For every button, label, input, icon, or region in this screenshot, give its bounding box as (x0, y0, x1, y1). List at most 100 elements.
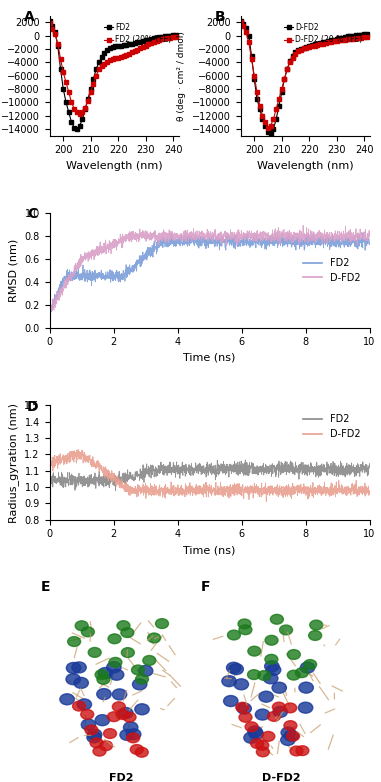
Ellipse shape (287, 650, 300, 659)
X-axis label: Time (ns): Time (ns) (183, 545, 236, 555)
Ellipse shape (99, 741, 112, 751)
Y-axis label: Radius_gyration (nm): Radius_gyration (nm) (8, 403, 19, 522)
Ellipse shape (266, 665, 281, 676)
Ellipse shape (155, 619, 168, 629)
Ellipse shape (138, 665, 153, 676)
Ellipse shape (280, 625, 293, 635)
Ellipse shape (300, 662, 315, 673)
Ellipse shape (123, 722, 138, 733)
Ellipse shape (264, 673, 278, 683)
Ellipse shape (234, 679, 248, 690)
Ellipse shape (72, 662, 86, 673)
Ellipse shape (290, 746, 303, 756)
Ellipse shape (272, 682, 287, 693)
Ellipse shape (133, 679, 147, 690)
Text: E: E (41, 580, 50, 594)
Ellipse shape (259, 691, 274, 702)
Ellipse shape (224, 695, 238, 706)
Ellipse shape (258, 671, 271, 680)
Ellipse shape (310, 620, 323, 630)
Text: C: C (27, 207, 37, 221)
Ellipse shape (109, 669, 124, 680)
Ellipse shape (77, 699, 91, 710)
Ellipse shape (116, 709, 129, 719)
Y-axis label: RMSD (nm): RMSD (nm) (9, 239, 19, 302)
Ellipse shape (112, 689, 127, 700)
Ellipse shape (66, 662, 81, 673)
Legend: FD2, D-FD2: FD2, D-FD2 (299, 411, 365, 443)
Ellipse shape (121, 628, 134, 637)
Ellipse shape (135, 704, 149, 715)
Legend: FD2, FD2 (20% TFE): FD2, FD2 (20% TFE) (101, 20, 175, 48)
Text: D-FD2: D-FD2 (262, 773, 301, 782)
Ellipse shape (295, 668, 308, 677)
Ellipse shape (108, 634, 121, 644)
Ellipse shape (256, 741, 269, 750)
Ellipse shape (143, 655, 156, 665)
Ellipse shape (93, 746, 106, 756)
Text: B: B (215, 9, 225, 23)
Ellipse shape (85, 725, 98, 735)
Ellipse shape (136, 674, 149, 684)
Ellipse shape (82, 627, 94, 637)
Ellipse shape (238, 619, 251, 629)
Ellipse shape (281, 734, 295, 745)
Ellipse shape (122, 647, 134, 658)
Ellipse shape (117, 621, 130, 630)
Ellipse shape (298, 702, 313, 713)
Ellipse shape (130, 744, 143, 755)
Text: F: F (201, 580, 210, 594)
X-axis label: Wavelength (nm): Wavelength (nm) (257, 161, 353, 170)
Ellipse shape (265, 655, 278, 664)
Ellipse shape (88, 647, 101, 658)
Y-axis label: θ (deg · cm² / dmol): θ (deg · cm² / dmol) (178, 30, 186, 120)
Ellipse shape (126, 733, 140, 743)
Ellipse shape (262, 731, 275, 741)
Ellipse shape (284, 721, 297, 730)
Ellipse shape (287, 731, 299, 741)
Ellipse shape (245, 722, 258, 732)
Ellipse shape (97, 689, 111, 700)
Ellipse shape (239, 625, 252, 635)
Ellipse shape (95, 715, 110, 726)
Ellipse shape (81, 709, 94, 719)
Ellipse shape (248, 669, 261, 680)
Ellipse shape (60, 694, 74, 705)
Ellipse shape (248, 646, 261, 656)
Ellipse shape (299, 682, 313, 693)
Ellipse shape (126, 729, 141, 740)
Legend: FD2, D-FD2: FD2, D-FD2 (299, 254, 365, 287)
Ellipse shape (123, 712, 136, 722)
Ellipse shape (222, 676, 236, 687)
Ellipse shape (249, 728, 264, 740)
Ellipse shape (107, 662, 121, 673)
Ellipse shape (271, 615, 283, 624)
Ellipse shape (131, 665, 144, 675)
Ellipse shape (226, 662, 241, 673)
Ellipse shape (74, 677, 88, 688)
Ellipse shape (148, 633, 161, 643)
Ellipse shape (68, 637, 81, 647)
Ellipse shape (81, 719, 96, 730)
Ellipse shape (90, 738, 103, 748)
Ellipse shape (109, 658, 122, 667)
Ellipse shape (244, 732, 258, 743)
Ellipse shape (73, 701, 86, 711)
Text: A: A (24, 9, 34, 23)
Ellipse shape (95, 669, 108, 680)
Ellipse shape (229, 664, 243, 675)
Ellipse shape (248, 726, 262, 737)
Ellipse shape (66, 674, 80, 685)
Ellipse shape (256, 747, 269, 757)
Ellipse shape (236, 702, 249, 712)
Ellipse shape (284, 730, 299, 741)
Ellipse shape (120, 730, 134, 741)
Ellipse shape (265, 635, 278, 645)
Ellipse shape (107, 712, 120, 722)
Ellipse shape (227, 630, 240, 640)
Ellipse shape (273, 706, 287, 717)
Ellipse shape (281, 727, 295, 738)
Ellipse shape (267, 712, 280, 721)
Ellipse shape (309, 630, 322, 640)
Ellipse shape (296, 746, 309, 755)
